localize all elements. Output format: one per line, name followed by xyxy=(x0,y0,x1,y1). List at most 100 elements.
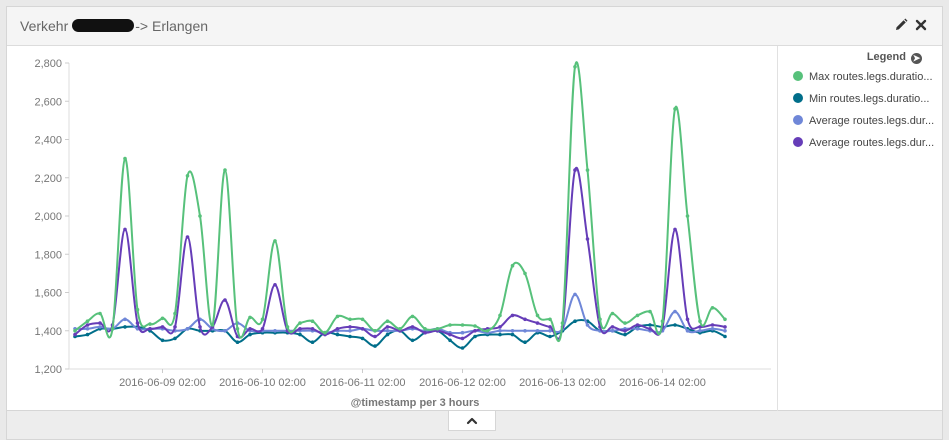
pencil-icon[interactable] xyxy=(894,18,908,32)
redacted-text xyxy=(72,19,135,32)
data-point xyxy=(298,327,302,331)
x-tick-label: 2016-06-13 02:00 xyxy=(519,377,606,389)
data-point xyxy=(623,329,627,333)
data-point xyxy=(623,332,627,337)
data-point xyxy=(298,332,302,337)
data-point xyxy=(323,330,327,335)
data-point xyxy=(223,168,227,172)
data-point xyxy=(348,329,352,333)
data-point xyxy=(535,321,540,325)
y-tick-label: 2,400 xyxy=(34,135,62,147)
legend-item[interactable]: Average routes.legs.dur... xyxy=(783,132,943,154)
close-icon[interactable] xyxy=(914,18,928,32)
data-point xyxy=(360,336,365,341)
data-point xyxy=(548,317,552,322)
data-point xyxy=(173,311,177,316)
series-0 xyxy=(73,61,727,343)
data-point xyxy=(223,298,227,302)
data-point xyxy=(248,327,252,331)
legend-toggle[interactable]: Legend ➤ xyxy=(867,51,922,64)
data-point xyxy=(423,330,427,335)
data-point xyxy=(523,271,527,276)
legend-title: Legend xyxy=(866,51,906,63)
data-point xyxy=(585,168,590,172)
data-point xyxy=(510,332,515,337)
data-point xyxy=(360,327,365,331)
data-point xyxy=(548,334,552,339)
data-point xyxy=(673,323,677,327)
data-point xyxy=(510,263,515,268)
data-point xyxy=(135,321,140,325)
data-point xyxy=(610,329,615,333)
data-point xyxy=(460,323,465,327)
x-axis-title: @timestamp per 3 hours xyxy=(351,397,480,409)
data-point xyxy=(85,332,90,337)
data-point xyxy=(460,346,465,350)
data-point xyxy=(410,325,415,329)
data-point xyxy=(235,327,240,331)
legend-color-swatch xyxy=(793,137,803,147)
data-point xyxy=(723,334,727,339)
data-point xyxy=(498,313,502,318)
panel-header: Verkehr -> Erlangen xyxy=(7,7,942,46)
data-point xyxy=(273,329,277,333)
data-point xyxy=(698,325,702,329)
data-point xyxy=(723,329,727,333)
data-point xyxy=(73,332,77,337)
data-point xyxy=(385,332,390,337)
data-point xyxy=(648,327,652,331)
data-point xyxy=(260,327,265,331)
data-point xyxy=(310,327,315,331)
data-point xyxy=(660,319,665,324)
data-point xyxy=(723,317,727,322)
y-tick-label: 1,600 xyxy=(34,288,62,300)
data-point xyxy=(535,313,540,318)
data-point xyxy=(210,323,215,327)
panel-title-suffix: -> Erlangen xyxy=(135,18,209,34)
y-tick-label: 1,200 xyxy=(34,364,62,376)
data-point xyxy=(710,306,715,310)
data-point xyxy=(348,334,352,339)
legend-item[interactable]: Min routes.legs.duratio... xyxy=(783,88,943,110)
legend-label: Average routes.legs.dur... xyxy=(809,137,935,149)
data-point xyxy=(460,330,465,335)
data-point xyxy=(335,332,340,337)
data-point xyxy=(673,227,677,232)
data-point xyxy=(435,327,440,331)
data-point xyxy=(410,338,415,343)
data-point xyxy=(98,311,102,316)
data-point xyxy=(710,323,715,327)
data-point xyxy=(560,321,565,325)
data-point xyxy=(523,340,527,345)
legend: Max routes.legs.duratio... Min routes.leg… xyxy=(783,66,943,154)
data-point xyxy=(248,315,252,320)
data-point xyxy=(685,214,690,218)
data-point xyxy=(160,325,165,329)
data-point xyxy=(148,322,152,326)
data-point xyxy=(510,329,515,333)
data-point xyxy=(635,313,640,318)
data-point xyxy=(548,329,552,333)
data-point xyxy=(498,325,502,329)
series-3 xyxy=(73,166,727,341)
data-point xyxy=(335,314,340,319)
legend-item[interactable]: Average routes.legs.dur... xyxy=(783,110,943,132)
legend-item[interactable]: Max routes.legs.duratio... xyxy=(783,66,943,88)
data-point xyxy=(673,309,677,314)
data-point xyxy=(173,325,177,329)
data-point xyxy=(473,329,477,333)
data-point xyxy=(98,321,102,325)
y-tick-label: 1,400 xyxy=(34,326,62,338)
data-point xyxy=(635,323,640,327)
data-point xyxy=(85,323,90,327)
data-point xyxy=(373,344,377,348)
data-point xyxy=(198,214,202,218)
data-point xyxy=(723,325,727,329)
data-point xyxy=(110,327,115,331)
data-point xyxy=(710,327,715,331)
x-tick-label: 2016-06-12 02:00 xyxy=(419,377,506,389)
legend-divider xyxy=(777,46,778,412)
data-point xyxy=(223,329,227,333)
legend-color-swatch xyxy=(793,93,803,103)
expand-toggle-button[interactable] xyxy=(448,411,496,431)
